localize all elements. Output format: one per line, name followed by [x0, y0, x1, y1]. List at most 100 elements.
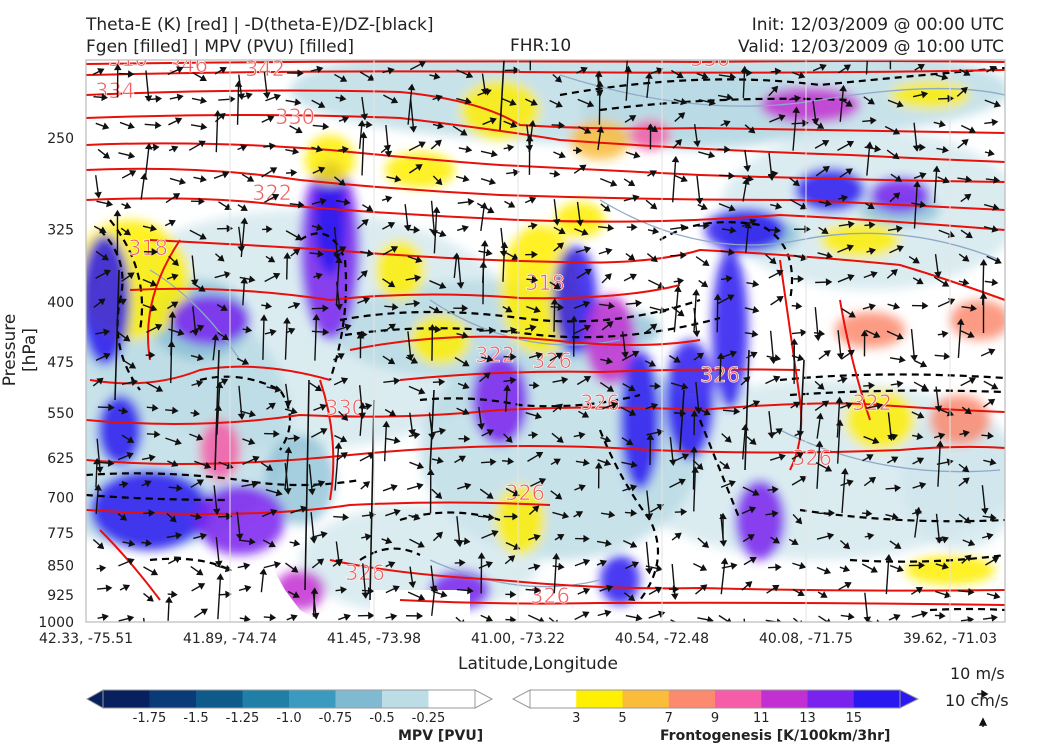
- wind-vector-head: [729, 350, 738, 358]
- wind-vector-head: [729, 72, 737, 81]
- wind-vector-head: [654, 586, 663, 594]
- stability-contour: [789, 389, 1005, 397]
- wind-vector-head: [917, 411, 925, 419]
- wind-vector-head: [486, 429, 495, 437]
- wind-vector-head: [226, 512, 233, 521]
- wind-vector-head: [127, 122, 135, 130]
- wind-vector-head: [531, 275, 539, 284]
- wind-vector-head: [979, 259, 988, 266]
- theta-e-contour: [86, 445, 1005, 465]
- wind-vector-head: [778, 114, 786, 122]
- wind-vector-head: [845, 100, 853, 107]
- wind-vector-head: [340, 586, 348, 594]
- wind-vector-head: [152, 143, 160, 152]
- wind-vector-head: [316, 558, 325, 566]
- wind-vector-head: [193, 409, 201, 417]
- stability-contour: [339, 298, 701, 323]
- wind-vector-head: [440, 590, 448, 598]
- wind-vector-head: [267, 115, 275, 123]
- wind-vector-head: [703, 221, 710, 230]
- wind-vector-head: [385, 195, 393, 203]
- wind-vector-head: [283, 317, 291, 324]
- wind-vector-head: [127, 70, 135, 78]
- fgen-shading: [950, 300, 1005, 340]
- wind-vector-head: [338, 178, 346, 186]
- wind-vector-head: [119, 513, 128, 521]
- wind-vector-head: [310, 587, 319, 594]
- wind-vector-head: [674, 532, 682, 540]
- wind-vector-head: [463, 537, 471, 545]
- wind-vector-head: [283, 252, 292, 259]
- wind-vector-head: [913, 180, 921, 188]
- wind-vector-head: [512, 489, 520, 497]
- wind-vector-head: [607, 223, 615, 232]
- theta-e-contour: [399, 368, 801, 381]
- wind-vector-head: [967, 616, 975, 622]
- wind-vector-head: [393, 508, 401, 517]
- mpv-colorbar-tick: -0.5: [369, 711, 394, 726]
- theta-e-contour: [86, 114, 1005, 163]
- wind-vector-head: [479, 261, 488, 268]
- wind-vector-head: [406, 354, 415, 361]
- wind-vector-head: [726, 93, 734, 101]
- theta-e-label: 326: [580, 391, 620, 415]
- wind-vector-head: [387, 67, 395, 75]
- theta-e-contour: [147, 239, 181, 361]
- wind-vector-head: [570, 315, 578, 322]
- wind-vector-head: [605, 539, 612, 547]
- wind-vector-head: [333, 253, 341, 260]
- wind-vector-head: [274, 385, 282, 393]
- wind-vector-head: [744, 221, 752, 229]
- wind-vector-head: [993, 592, 1001, 600]
- wind-vector-head: [392, 585, 400, 593]
- wind-vector-head: [635, 299, 643, 308]
- wind-vector-head: [316, 223, 324, 231]
- wind-vector-head: [362, 296, 371, 304]
- wind-vector-head: [693, 140, 701, 148]
- wind-vector-head: [839, 84, 847, 92]
- wind-vector-head: [467, 586, 474, 595]
- wind-vector-head: [534, 412, 543, 420]
- wind-vector-head: [629, 273, 637, 281]
- wind-vector-head: [532, 505, 540, 513]
- wind-vector-head: [200, 96, 208, 105]
- wind-vector-head: [172, 193, 181, 200]
- wind-vector-head: [96, 377, 104, 385]
- wind-vector-head: [359, 131, 368, 139]
- wind-vector-head: [627, 594, 636, 602]
- wind-vector-head: [716, 352, 725, 360]
- fgen-colorbar-swatch: [668, 690, 716, 708]
- wind-vector-head: [246, 175, 255, 182]
- wind-vector-head: [582, 611, 590, 619]
- wind-vector-head: [265, 464, 274, 471]
- wind-vector-head: [322, 328, 330, 336]
- wind-vector-head: [414, 274, 422, 282]
- wind-vector-head: [824, 464, 833, 472]
- wind-vector-head: [171, 145, 179, 153]
- wind-vector-head: [244, 584, 252, 593]
- wind-vector-head: [720, 557, 729, 565]
- mpv-colorbar-swatch: [103, 690, 150, 708]
- wind-vector: [933, 166, 938, 203]
- wind-vector: [885, 555, 890, 595]
- wind-vector-head: [987, 398, 996, 406]
- wind-vector-head: [113, 63, 122, 71]
- wind-vector-head: [291, 565, 299, 573]
- fgen-colorbar-label: Frontogenesis [K/100km/3hr]: [660, 728, 891, 744]
- wind-vector: [693, 467, 697, 512]
- wind-vector-head: [956, 318, 965, 325]
- wind-vector-head: [198, 140, 206, 148]
- wind-vector: [718, 614, 731, 622]
- wind-vector-head: [866, 33, 871, 37]
- wind-vector-head: [127, 558, 135, 566]
- wind-vector-head: [884, 553, 893, 561]
- wind-vector-head: [418, 60, 427, 68]
- wind-vector-head: [676, 71, 684, 79]
- fgen-shading: [585, 295, 635, 385]
- wind-vector-head: [155, 95, 163, 103]
- mpv-colorbar-tick: -1.75: [133, 711, 167, 726]
- wind-vector-head: [485, 561, 493, 569]
- wind-vector-head: [385, 537, 393, 545]
- theta-e-contour: [319, 379, 335, 501]
- wind-vector: [742, 67, 746, 98]
